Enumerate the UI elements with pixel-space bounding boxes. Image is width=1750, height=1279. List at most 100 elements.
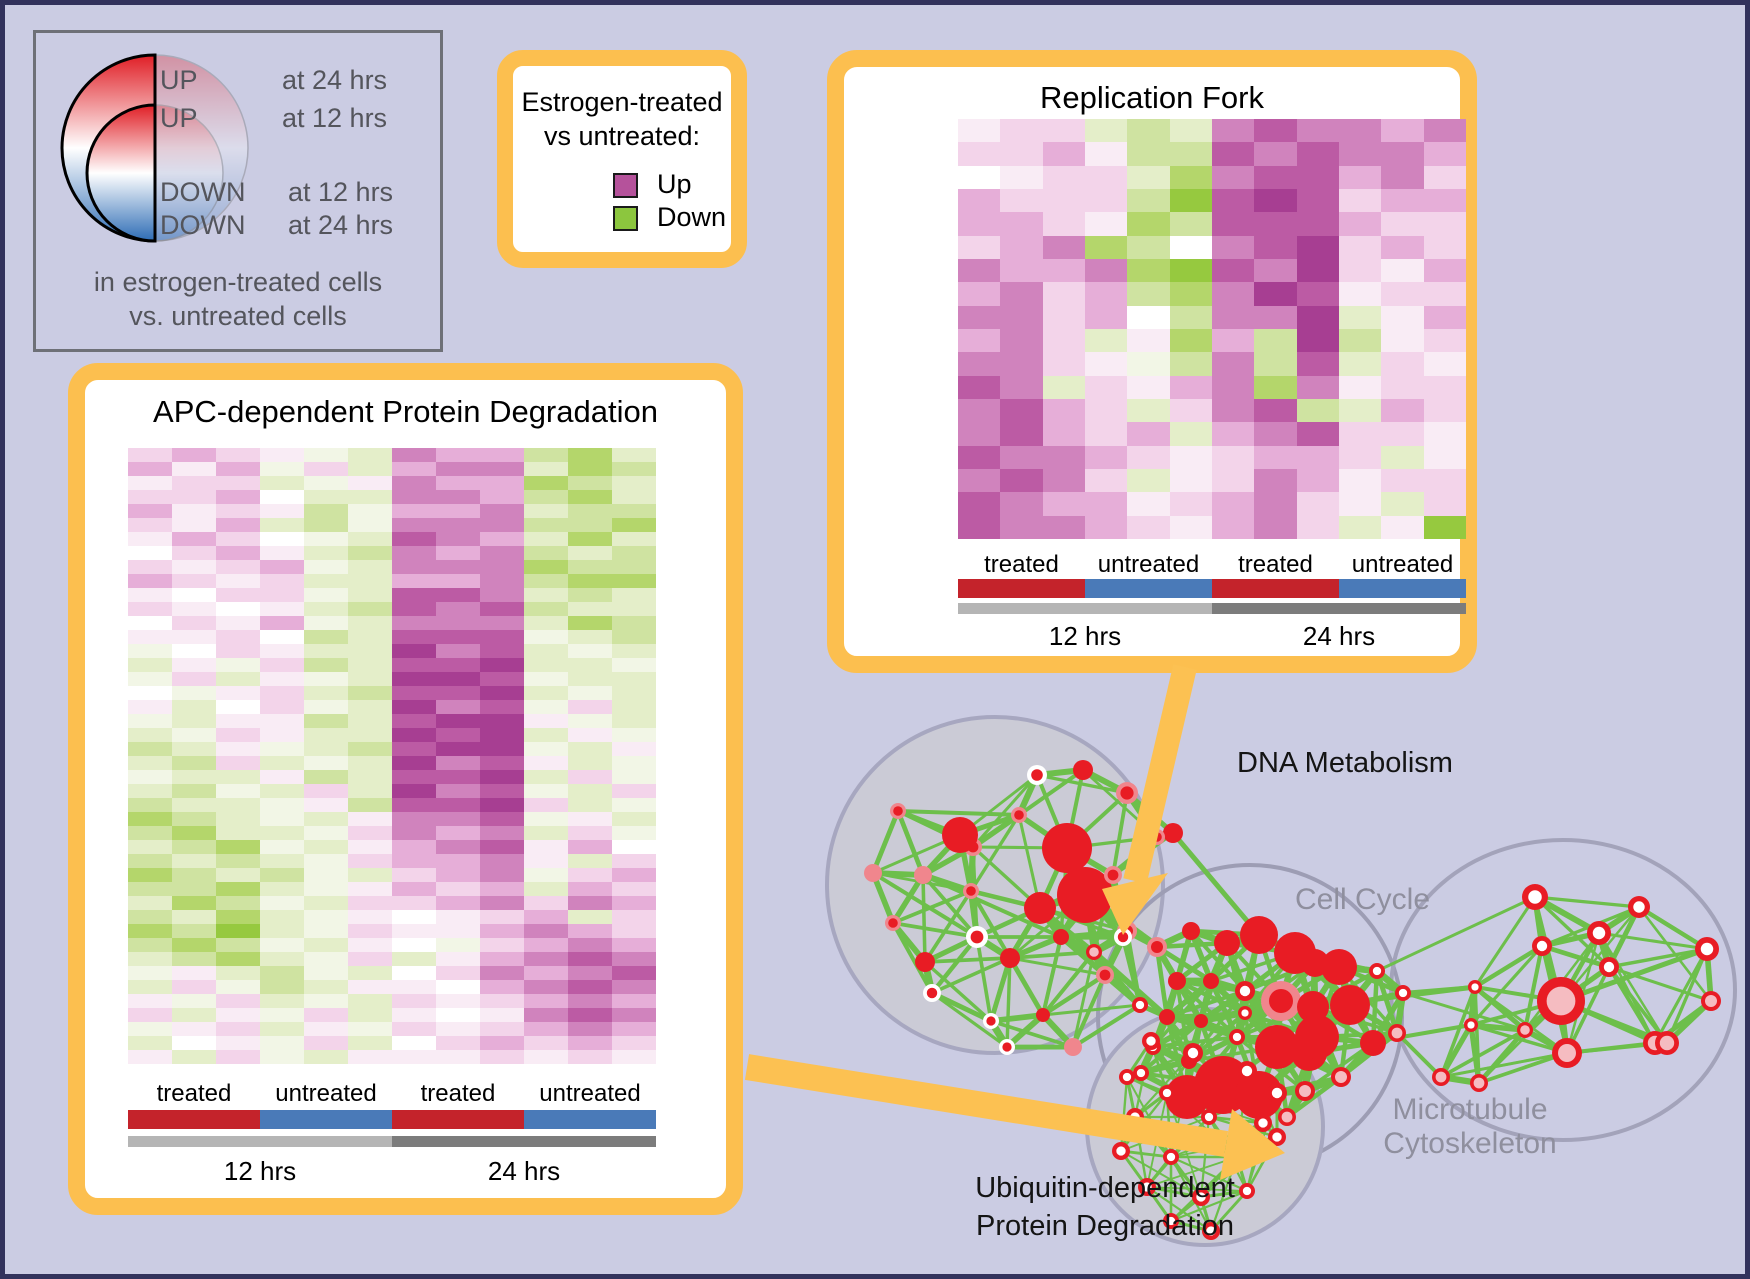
network-edge	[871, 871, 979, 939]
network-node-core	[1031, 769, 1043, 781]
network-edge	[1071, 951, 1096, 1048]
network-edge	[1478, 1051, 1568, 1085]
network-node	[1360, 1030, 1386, 1056]
network-edge	[1440, 1028, 1526, 1079]
network-edge	[1041, 950, 1096, 1017]
legend-footer-line1: in estrogen-treated cells	[93, 267, 383, 297]
network-node-core	[966, 886, 976, 896]
network-node-core	[1299, 1085, 1311, 1097]
network-edge	[892, 921, 978, 939]
network-node-core	[1241, 1065, 1253, 1077]
network-node-core	[1232, 1032, 1242, 1042]
network-edge	[1092, 949, 1169, 1020]
network-node-core	[1241, 1009, 1249, 1017]
network-edge	[931, 991, 1008, 1049]
cell-cycle-label: Cell Cycle	[1295, 883, 1431, 916]
network-edge	[971, 812, 1021, 850]
network-edge	[1146, 1156, 1238, 1188]
apc-group-label-treated-24: treated	[420, 1080, 496, 1107]
network-edge	[1598, 931, 1708, 951]
network-node-core	[1166, 1152, 1176, 1162]
network-node	[1036, 1008, 1050, 1022]
network-edge	[922, 873, 1062, 939]
network-node-core	[1281, 1111, 1293, 1123]
network-node-core	[1107, 869, 1119, 881]
network-node-core	[1142, 1182, 1152, 1192]
network-edge	[891, 922, 934, 994]
network-node-core	[1117, 931, 1129, 943]
network-node	[1295, 1015, 1339, 1059]
network-edge	[1005, 957, 1012, 1048]
network-node-core	[1471, 983, 1479, 991]
network-node-core	[1099, 969, 1111, 981]
rf-treated-bar-12	[958, 579, 1085, 598]
network-edge	[1166, 989, 1246, 1019]
legend-down24-dir: DOWN	[160, 210, 246, 240]
network-edge	[1140, 1058, 1190, 1076]
network-node-core	[970, 930, 984, 944]
network-edge	[969, 889, 1012, 960]
network-edge	[975, 936, 993, 1022]
network-node-core	[1705, 995, 1717, 1007]
rf-untreated-bar-12	[1085, 579, 1212, 598]
network-node	[915, 952, 935, 972]
legend-down12-dir: DOWN	[160, 177, 246, 207]
legend-down12-time: at 12 hrs	[288, 177, 394, 207]
legend-up12-dir: UP	[160, 103, 198, 133]
network-node	[1194, 1014, 1208, 1028]
up-color-swatch	[613, 173, 638, 198]
rf-treated-bar-24	[1212, 579, 1339, 598]
network-node-core	[1520, 1025, 1530, 1035]
network-node-core	[1271, 1087, 1283, 1099]
network-node	[1321, 949, 1357, 985]
rf-group-label-untreated-12: untreated	[1097, 551, 1200, 578]
apc-group-label-treated-12: treated	[156, 1080, 232, 1107]
network-node-core	[1700, 942, 1714, 956]
apc-group-label-untreated-24: untreated	[539, 1080, 641, 1107]
network-node-core	[1122, 1072, 1132, 1082]
network-node-core	[1135, 1000, 1145, 1010]
network-node-core	[1536, 940, 1548, 952]
network-edge	[1473, 944, 1544, 989]
network-edge	[1200, 1009, 1246, 1025]
network-edge	[931, 956, 1011, 995]
network-node-core	[1272, 1132, 1282, 1142]
rf-heatmap	[958, 119, 1466, 539]
network-node	[1024, 892, 1056, 924]
panel-to-cluster-arrow	[1123, 664, 1197, 884]
network-edge	[1468, 1024, 1482, 1084]
network-node-core	[1206, 1226, 1216, 1236]
network-edge	[1438, 1023, 1474, 1079]
network-edge	[1473, 985, 1527, 1032]
apc-12hrs-bar	[128, 1136, 392, 1147]
network-edge	[990, 1019, 1074, 1049]
network-node-core	[1372, 966, 1382, 976]
updown-ring-legend: UP at 24 hrs UP at 12 hrs DOWN at 12 hrs…	[33, 30, 443, 352]
network-edge	[1440, 1051, 1568, 1079]
network-edge	[1522, 945, 1545, 1031]
rf-12hrs-bar	[958, 603, 1212, 614]
rf-group-label-treated-24: treated	[1238, 551, 1313, 578]
legend-down24-time: at 24 hrs	[288, 210, 394, 240]
rf-group-label-untreated-24: untreated	[1351, 551, 1454, 578]
updown-rings-icon	[60, 53, 249, 243]
microtubule-label-line2: Cytoskeleton	[1383, 1127, 1557, 1160]
network-edge	[1308, 1023, 1472, 1055]
network-node	[1203, 973, 1219, 989]
network-node	[1255, 1025, 1299, 1069]
network-edge	[1606, 905, 1642, 969]
network-node-core	[1204, 1112, 1214, 1122]
network-node	[914, 866, 932, 884]
network-edge	[1597, 932, 1669, 1044]
network-edge	[1285, 1075, 1343, 1119]
network-node-core	[1162, 1088, 1172, 1098]
network-edge	[1303, 1041, 1375, 1093]
network-edge	[930, 935, 979, 995]
apc-untreated-bar-12	[260, 1110, 392, 1129]
network-edge	[1146, 1186, 1212, 1232]
panel-to-cluster-arrowhead	[1102, 873, 1168, 935]
network-edge	[923, 960, 993, 1023]
network-node-core	[1435, 1071, 1447, 1083]
legend-footer-line2: vs. untreated cells	[129, 301, 347, 331]
apc-24hrs-label: 24 hrs	[487, 1156, 561, 1186]
